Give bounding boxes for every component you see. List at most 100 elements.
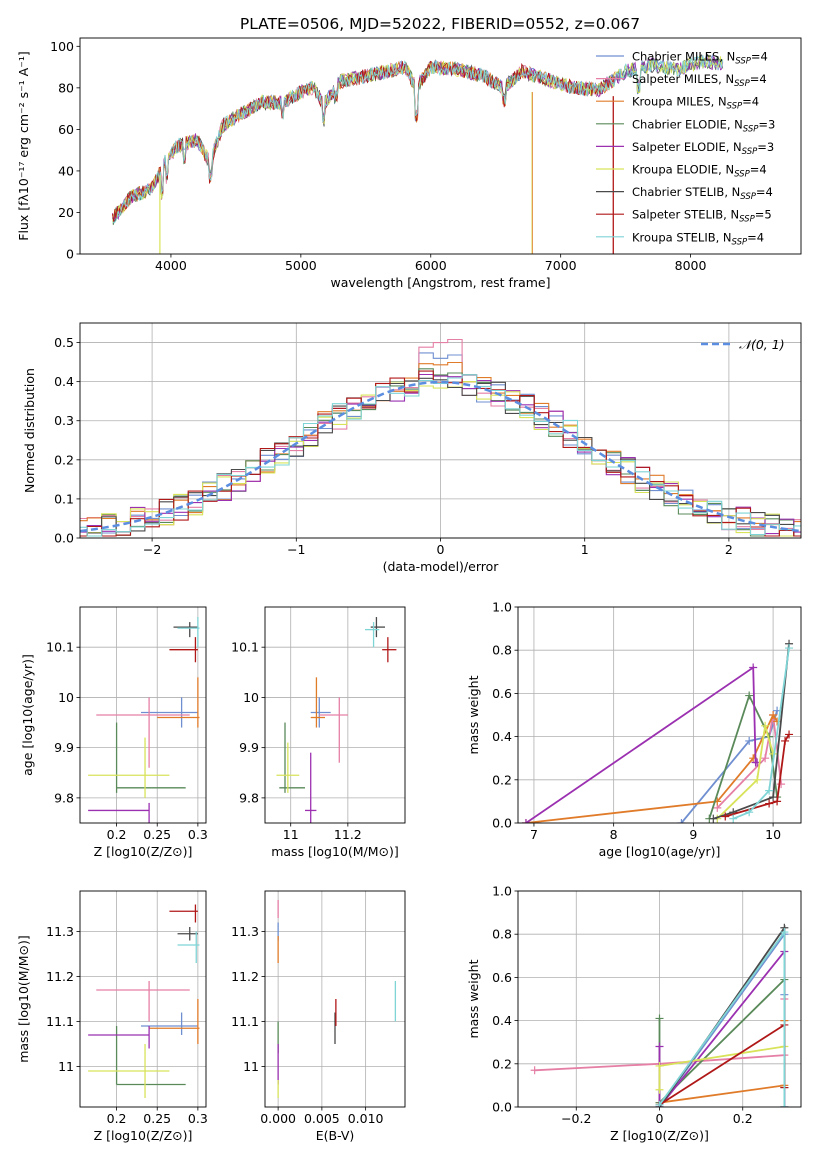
y-tick-label: 1.0 bbox=[492, 600, 512, 615]
weight-marker-7 bbox=[785, 730, 794, 739]
legend-label-3: Chabrier ELODIE, NSSP=3 bbox=[632, 117, 775, 134]
plot-area bbox=[80, 338, 801, 537]
y-tick-label: 0.2 bbox=[492, 772, 512, 787]
figure-title: PLATE=0506, MJD=52022, FIBERID=0552, z=0… bbox=[240, 15, 640, 33]
weight-marker-8 bbox=[655, 1100, 664, 1107]
x-tick-label: 2 bbox=[725, 542, 733, 557]
plot-area bbox=[88, 617, 200, 823]
spectrum-line-4 bbox=[112, 55, 724, 221]
legend-nssp: =5 bbox=[755, 208, 772, 222]
y-tick-label: 1.0 bbox=[492, 884, 512, 899]
y-tick-label: 0.4 bbox=[492, 729, 512, 744]
y-tick-label: 0.0 bbox=[54, 531, 74, 546]
x-tick-label: 8000 bbox=[675, 258, 707, 273]
weight-line-0 bbox=[680, 710, 778, 823]
weight-marker-1 bbox=[530, 1066, 539, 1075]
weight-line-5 bbox=[716, 725, 774, 820]
y-tick-label: 0.4 bbox=[54, 374, 74, 389]
weight-marker-7 bbox=[773, 797, 782, 806]
legend-nssp: =4 bbox=[747, 230, 764, 244]
x-axis-label: (data-model)/error bbox=[383, 559, 500, 574]
y-tick-label: 20 bbox=[58, 205, 74, 220]
legend-subscript: SSP bbox=[743, 124, 759, 134]
y-axis-label: age [log10(age/yr)] bbox=[20, 654, 35, 776]
y-tick-label: 10.1 bbox=[231, 640, 259, 655]
x-tick-label: −1 bbox=[287, 542, 305, 557]
histogram-8 bbox=[80, 374, 801, 537]
weight-marker-0 bbox=[745, 736, 754, 745]
spectrum-line-7 bbox=[112, 60, 616, 223]
weight-marker-4 bbox=[521, 819, 530, 823]
weight-line-7 bbox=[659, 1023, 786, 1106]
legend-subscript: SSP bbox=[740, 192, 756, 202]
weight-marker-6 bbox=[769, 793, 778, 802]
y-tick-label: 0.4 bbox=[492, 1013, 512, 1028]
y-tick-label: 10.1 bbox=[46, 640, 74, 655]
x-tick-label: 6000 bbox=[415, 258, 447, 273]
x-tick-label: 10 bbox=[765, 827, 781, 842]
legend-label-6: Chabrier STELIB, NSSP=4 bbox=[632, 185, 773, 202]
x-tick-label: 7000 bbox=[545, 258, 577, 273]
weight-marker-5 bbox=[753, 775, 762, 784]
legend-label-8: Kroupa STELIB, NSSP=4 bbox=[632, 230, 764, 247]
legend-nssp: =4 bbox=[751, 50, 768, 64]
weight-marker-5 bbox=[655, 1085, 664, 1094]
legend-subscript: SSP bbox=[727, 102, 743, 112]
y-tick-label: 9.9 bbox=[54, 740, 74, 755]
weight-marker-8 bbox=[729, 814, 738, 823]
y-tick-label: 0.2 bbox=[492, 1056, 512, 1071]
x-tick-label: 0.2 bbox=[107, 827, 127, 842]
x-tick-label: 7 bbox=[530, 827, 538, 842]
x-tick-label: 0.3 bbox=[188, 827, 208, 842]
weight-marker-8 bbox=[780, 928, 789, 937]
y-axis-label: Normed distribution bbox=[22, 368, 37, 493]
y-tick-label: 0.1 bbox=[54, 491, 74, 506]
histogram-6 bbox=[80, 377, 801, 537]
y-tick-label: 9.8 bbox=[239, 790, 259, 805]
legend-nssp: =4 bbox=[750, 72, 767, 86]
y-tick-label: 11 bbox=[58, 1059, 74, 1074]
legend-subscript: SSP bbox=[734, 170, 750, 180]
weight-marker-8 bbox=[780, 1103, 789, 1107]
y-tick-label: 11.2 bbox=[231, 969, 259, 984]
legend-label-2: Kroupa MILES, NSSP=4 bbox=[632, 95, 759, 112]
plot-area bbox=[530, 923, 789, 1107]
x-axis-label: E(B-V) bbox=[316, 1128, 355, 1143]
y-tick-label: 0.8 bbox=[492, 643, 512, 658]
x-tick-label: 11 bbox=[283, 827, 299, 842]
x-tick-label: 0.25 bbox=[143, 1111, 171, 1126]
plot-frame bbox=[517, 606, 802, 824]
weight-marker-4 bbox=[655, 1042, 664, 1051]
plot-area bbox=[88, 904, 200, 1098]
plot-frame bbox=[79, 606, 207, 824]
y-tick-label: 60 bbox=[58, 122, 74, 137]
x-axis-label: mass [log10(M/M⊙)] bbox=[271, 844, 399, 859]
weight-marker-8 bbox=[745, 808, 754, 817]
weight-marker-2 bbox=[773, 717, 782, 726]
legend-nssp: =3 bbox=[757, 140, 774, 154]
x-axis-label: Z [log10(Z/Z⊙)] bbox=[94, 1128, 193, 1143]
weight-marker-4 bbox=[749, 663, 758, 672]
x-tick-label: 11.2 bbox=[334, 827, 362, 842]
weight-marker-7 bbox=[721, 812, 730, 821]
weight-line-6 bbox=[713, 643, 790, 820]
mass-weight-vs-z-panel: −0.2 0 0.2 0.0 0.2 0.4 0.6 0.8 1.0 Z [log10(Z/Z⊙)… bbox=[466, 884, 802, 1143]
plot-frame bbox=[264, 890, 406, 1108]
y-tick-label: 0.6 bbox=[492, 686, 512, 701]
legend-label-0: Chabrier MILES, NSSP=4 bbox=[632, 50, 768, 67]
x-tick-label: −2 bbox=[143, 542, 161, 557]
plot-area bbox=[277, 900, 397, 1098]
plot-area bbox=[276, 617, 397, 823]
legend-subscript: SSP bbox=[734, 79, 750, 89]
weight-marker-3 bbox=[745, 691, 754, 700]
weight-line-2 bbox=[525, 713, 778, 823]
mass-weight-vs-age-panel: 7 8 9 10 0.0 0.2 0.4 0.6 0.8 1.0 age [log10(age/yr… bbox=[466, 600, 802, 859]
age-vs-z-panel: 0.2 0.25 0.3 9.8 9.9 10 10.1 Z [log10(Z/Z⊙)] age… bbox=[20, 606, 208, 859]
weight-marker-0 bbox=[677, 819, 686, 823]
weight-marker-5 bbox=[761, 721, 770, 730]
x-tick-label: 0.3 bbox=[188, 1111, 208, 1126]
y-tick-label: 0.0 bbox=[492, 816, 512, 831]
legend-label-5: Kroupa ELODIE, NSSP=4 bbox=[632, 163, 767, 180]
x-tick-label: 0 bbox=[656, 1111, 664, 1126]
